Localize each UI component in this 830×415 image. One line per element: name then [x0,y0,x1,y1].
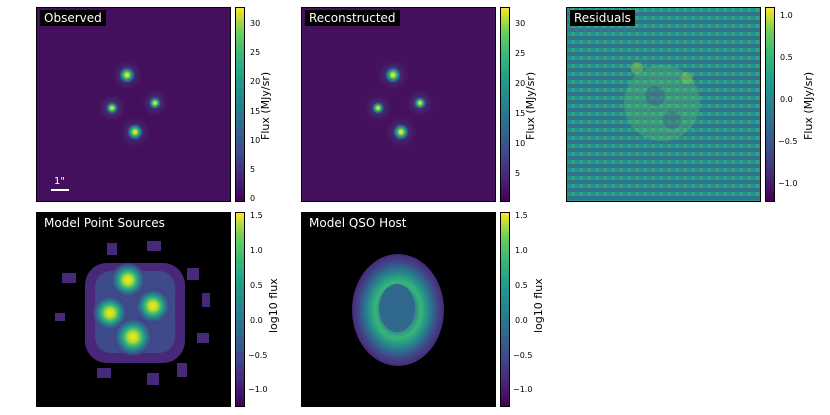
tick-label: −1.0 [778,179,798,188]
tick-label: 0.5 [515,281,528,290]
colorbar [235,7,245,202]
tick-label: 5 [515,169,521,178]
model-point-sources-image: Model Point Sources [36,212,231,407]
colorbar-label: Flux (MJy/sr) [259,71,272,140]
colorbar-label: log10 flux [267,278,280,333]
tick-label: −1.0 [513,385,533,394]
tick-label: 30 [250,19,261,28]
tick-label: 15 [515,109,526,118]
model-qso-host-image: Model QSO Host [301,212,496,407]
tick-label: 0.0 [780,95,793,104]
tick-label: 5 [250,165,256,174]
reconstructed-sources [302,8,495,201]
tick-label: 0.0 [515,316,528,325]
colorbar-label: Flux (MJy/sr) [802,71,815,140]
tick-label: 1.0 [515,246,528,255]
observed-sources [37,8,230,201]
tick-label: −0.5 [248,351,268,360]
tick-label: 30 [515,19,526,28]
panel-title: Observed [40,10,106,26]
tick-label: 25 [250,48,261,57]
residuals-image: Residuals [566,7,761,202]
reconstructed-image: Reconstructed [301,7,496,202]
colorbar-label: Flux (MJy/sr) [524,71,537,140]
tick-label: 0 [250,194,256,203]
tick-label: 0.0 [250,316,263,325]
colorbar-label: log10 flux [532,278,545,333]
observed-image: Observed 1" [36,7,231,202]
tick-label: 20 [250,77,261,86]
tick-label: 1.5 [515,211,528,220]
panel-title: Model Point Sources [40,215,169,231]
panel-title: Model QSO Host [305,215,411,231]
tick-label: 0.5 [780,53,793,62]
panel-title: Reconstructed [305,10,400,26]
tick-label: 1.0 [780,11,793,20]
tick-label: 25 [515,49,526,58]
colorbar [500,7,510,202]
panel-title: Residuals [570,10,635,26]
tick-label: −1.0 [248,385,268,394]
residuals-noise [567,8,760,201]
scale-bar-label: 1" [54,176,65,187]
tick-label: −0.5 [513,351,533,360]
qso-host-map [302,213,495,406]
scale-bar [51,189,69,191]
tick-label: 1.0 [250,246,263,255]
colorbar [500,212,510,407]
point-sources-map [37,213,230,406]
tick-label: 10 [515,139,526,148]
tick-label: 0.5 [250,281,263,290]
tick-label: 10 [250,136,261,145]
colorbar [235,212,245,407]
colorbar [765,7,775,202]
tick-label: −0.5 [778,137,798,146]
tick-label: 1.5 [250,211,263,220]
tick-label: 15 [250,107,261,116]
tick-label: 20 [515,79,526,88]
